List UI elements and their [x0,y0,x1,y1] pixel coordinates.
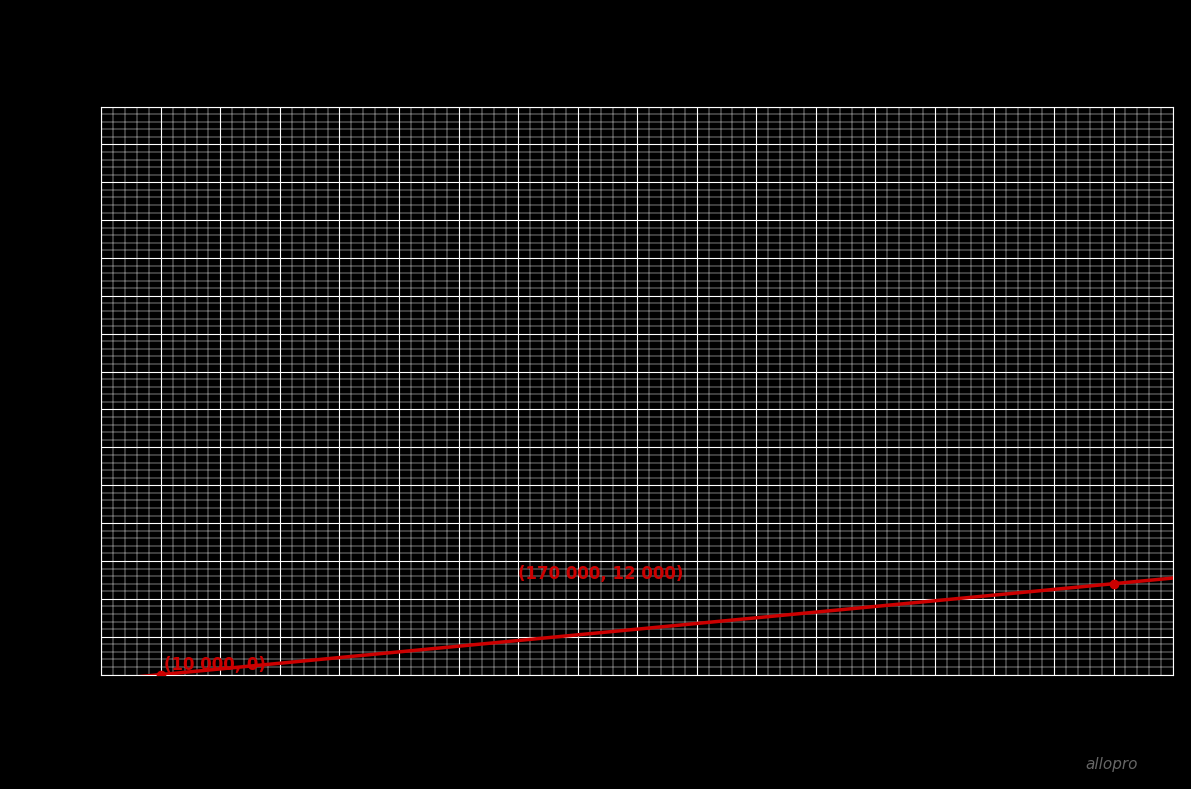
Text: (10 000, 0): (10 000, 0) [164,656,266,674]
Text: allopro: allopro [1085,757,1137,772]
Text: (170 000, 12 000): (170 000, 12 000) [518,565,684,583]
